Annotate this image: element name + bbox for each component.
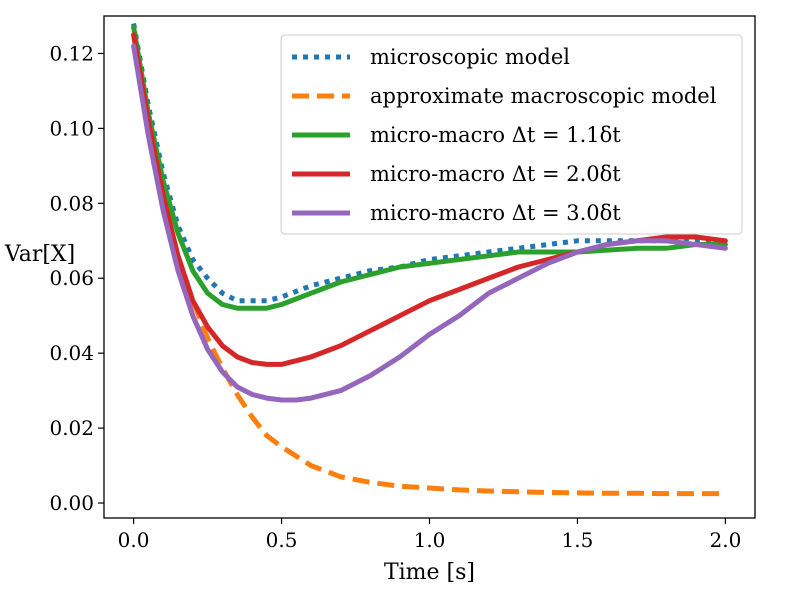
y-tick-label: 0.00: [49, 491, 94, 515]
y-tick-label: 0.06: [49, 266, 94, 290]
series-line-3: [131, 24, 728, 311]
y-tick-label: 0.04: [49, 341, 94, 365]
legend-label-1: microscopic model: [370, 45, 570, 69]
legend-box: [280, 34, 743, 235]
y-axis-label: Var[X]: [4, 242, 75, 267]
y-tick-label: 0.02: [49, 416, 94, 440]
y-tick-label: 0.12: [49, 41, 94, 65]
x-tick-label: 0.5: [266, 528, 298, 552]
series-group: [131, 23, 728, 497]
legend-label-4: micro-macro Δt = 2.0δt: [370, 162, 621, 186]
axes-group: 0.0 0.5 1.0 1.5 2.0 0.00 0.02 0.04 0.06 0.08 0.10 0…: [49, 41, 741, 552]
legend-label-2: approximate macroscopic model: [370, 84, 717, 108]
x-tick-label: 1.5: [562, 528, 594, 552]
y-tick-label: 0.10: [49, 116, 94, 140]
legend-label-3: micro-macro Δt = 1.1δt: [370, 123, 621, 147]
legend: microscopic model approximate macroscopic…: [280, 34, 743, 235]
series-line-5: [131, 43, 728, 403]
legend-label-5: micro-macro Δt = 3.0δt: [370, 201, 621, 225]
x-tick-label: 2.0: [710, 528, 742, 552]
x-axis-label: Time [s]: [384, 560, 475, 585]
y-tick-label: 0.08: [49, 191, 94, 215]
x-tick-label: 0.0: [118, 528, 150, 552]
x-tick-label: 1.0: [414, 528, 446, 552]
